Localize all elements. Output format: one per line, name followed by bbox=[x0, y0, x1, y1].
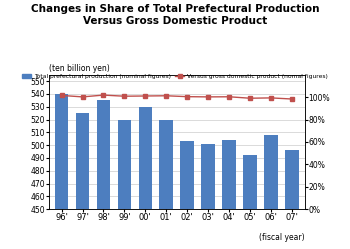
Legend: Total prefectural production (nominal figures), Versus gross domestic product (n: Total prefectural production (nominal fi… bbox=[20, 71, 330, 81]
Bar bbox=[180, 141, 194, 249]
Bar bbox=[76, 113, 89, 249]
Text: Changes in Share of Total Prefectural Production: Changes in Share of Total Prefectural Pr… bbox=[31, 4, 319, 14]
Bar bbox=[285, 150, 299, 249]
Text: (fiscal year): (fiscal year) bbox=[259, 233, 304, 242]
Bar bbox=[160, 120, 173, 249]
Bar bbox=[243, 155, 257, 249]
Text: (ten billion yen): (ten billion yen) bbox=[49, 64, 110, 73]
Bar bbox=[222, 140, 236, 249]
Bar bbox=[201, 144, 215, 249]
Bar bbox=[118, 120, 131, 249]
Bar bbox=[139, 107, 152, 249]
Text: Versus Gross Domestic Product: Versus Gross Domestic Product bbox=[83, 16, 267, 26]
Bar bbox=[55, 94, 68, 249]
Bar bbox=[97, 100, 110, 249]
Bar bbox=[264, 135, 278, 249]
